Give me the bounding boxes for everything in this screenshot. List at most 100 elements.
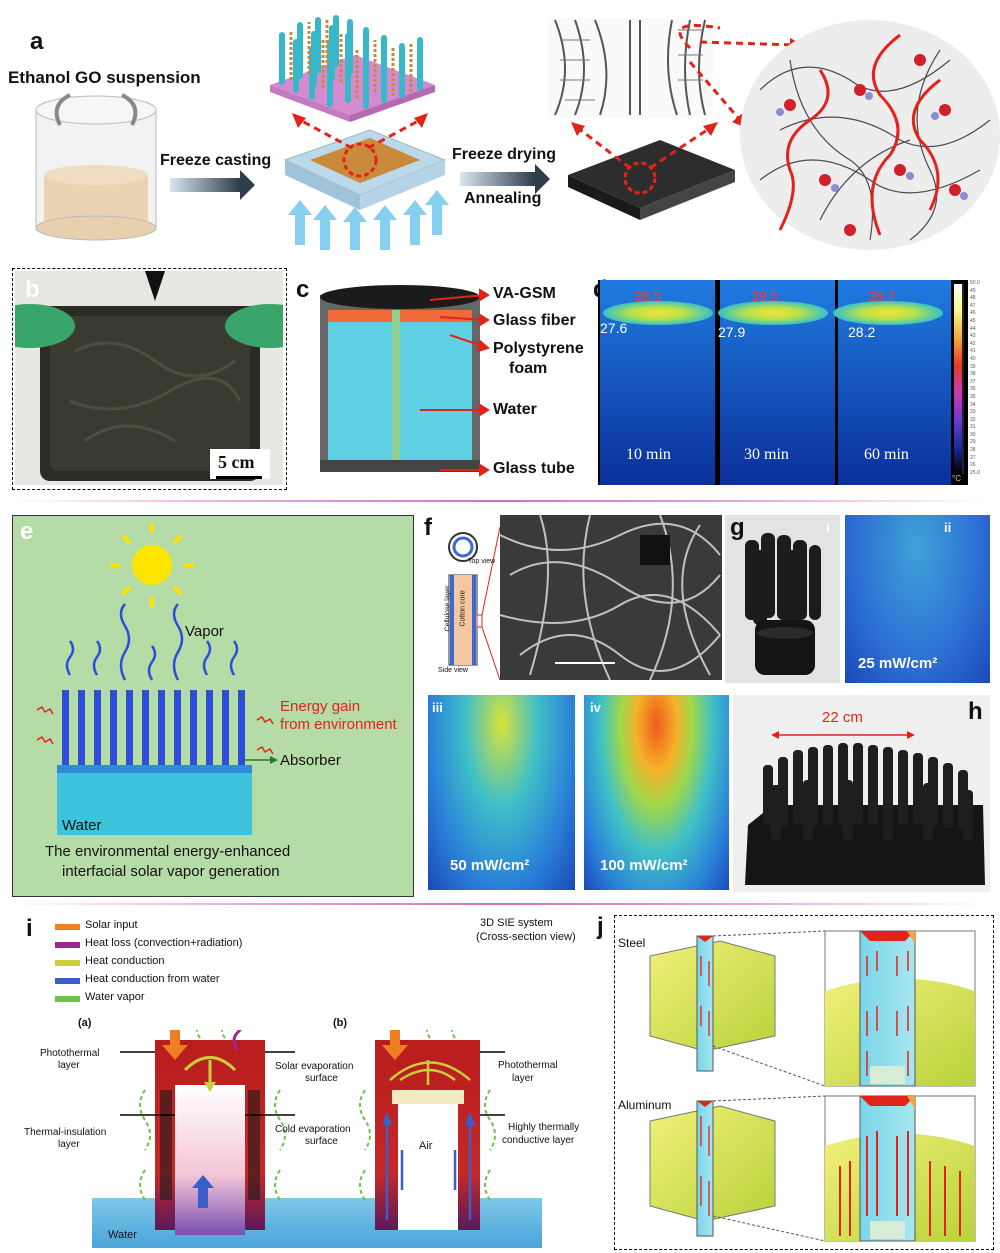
sie-title-1: 3D SIE system <box>480 917 553 929</box>
scale-tick: 42 <box>970 340 976 347</box>
scale-tick: 29 <box>970 439 976 446</box>
divider-1 <box>10 500 990 502</box>
arrow-2 <box>460 172 535 186</box>
panel-b-frame <box>12 268 287 490</box>
freeze-casting-label: Freeze casting <box>160 152 272 169</box>
cold-evap-label-1: Cold evaporation <box>275 1124 351 1135</box>
photothermal-label-a-2: layer <box>58 1060 80 1071</box>
vapor-label: Vapor <box>185 623 224 640</box>
temp-top-3: 39.7 <box>868 288 896 304</box>
scale-tick: 44 <box>970 325 976 332</box>
freeze-mold <box>283 129 447 210</box>
panel-f-label: f <box>424 514 432 541</box>
porous-network <box>740 20 1000 250</box>
scale-unit: °C <box>952 474 961 483</box>
layer-vagsm: VA-GSM <box>493 285 556 302</box>
sub-b: (b) <box>333 1017 348 1029</box>
legend-item: Heat conduction <box>85 955 165 967</box>
absorber-label: Absorber <box>280 752 341 769</box>
temp-top-2: 39.5 <box>751 288 779 304</box>
legend-swatch <box>55 996 80 1002</box>
insulation-label-2: layer <box>58 1139 80 1150</box>
panel-c-diagram <box>320 285 491 477</box>
scale-tick: 33 <box>970 409 976 416</box>
conductive-label-1: Highly thermally <box>508 1122 580 1133</box>
scale-tick: 31 <box>970 424 976 431</box>
photo-h <box>733 695 990 892</box>
time-2: 30 min <box>744 446 789 463</box>
panel-b-label: b <box>25 276 40 303</box>
thermal-giii <box>428 695 575 890</box>
time-1: 10 min <box>626 446 671 463</box>
air-label: Air <box>419 1140 433 1152</box>
aluminum-label: Aluminum <box>618 1098 672 1112</box>
scale-tick: 28 <box>970 447 976 454</box>
scale-tick-list: 50.0 49 48 47 46 45 44 43 42 41 40 39 38… <box>970 280 980 477</box>
time-3: 60 min <box>864 446 909 463</box>
water-label: Water <box>62 817 102 834</box>
legend-item: Heat conduction from water <box>85 973 220 985</box>
scale-tick: 48 <box>970 295 976 302</box>
caption-line-2: interfacial solar vapor generation <box>62 863 280 880</box>
legend-swatch <box>55 924 80 930</box>
scale-tick: 34 <box>970 401 976 408</box>
photothermal-label-a-1: Photothermal <box>40 1048 100 1059</box>
thermal-images: 38.5 27.6 10 min 39.5 27.9 30 min 39.7 2… <box>598 280 968 485</box>
panel-g-label: g <box>730 514 745 541</box>
top-view-label: Top view <box>468 558 496 565</box>
sie-title-2: (Cross-section view) <box>476 931 576 943</box>
scale-ticks: 50.0 49 48 47 46 45 44 43 42 41 40 39 38… <box>970 280 1000 480</box>
legend-swatch <box>55 942 80 948</box>
sun-icon <box>110 523 194 607</box>
layer-polystyrene: Polystyrene <box>493 340 584 357</box>
temp-side-2: 27.9 <box>718 324 746 340</box>
scale-tick: 36 <box>970 386 976 393</box>
scale-tick: 50.0 <box>970 280 980 286</box>
legend-swatch <box>55 960 80 966</box>
graphene-monolith <box>568 140 735 220</box>
layer-glass-fiber: Glass fiber <box>493 312 576 329</box>
aligned-sheets <box>548 18 713 118</box>
scale-tick: 25.0 <box>970 469 980 476</box>
panel-a-label: a <box>30 28 44 55</box>
solar-evap-label-1: Solar evaporation <box>275 1061 354 1072</box>
fiber-schematic <box>448 526 500 681</box>
divider-2 <box>10 903 990 905</box>
cold-evap-label-2: surface <box>305 1136 338 1147</box>
scale-tick: 27 <box>970 454 976 461</box>
scale-tick: 30 <box>970 431 976 438</box>
temp-side-1: 27.6 <box>600 320 628 336</box>
panel-i-diagram <box>92 1030 542 1248</box>
beaker <box>35 93 157 241</box>
thermal-giv <box>584 695 729 890</box>
power-100: 100 mW/cm² <box>600 857 688 874</box>
scale-tick: 46 <box>970 310 976 317</box>
sub-a: (a) <box>78 1017 92 1029</box>
scale-tick: 32 <box>970 416 976 423</box>
sub-iii: iii <box>432 700 443 715</box>
layer-water: Water <box>493 401 537 418</box>
scale-tick: 37 <box>970 378 976 385</box>
layer-foam: foam <box>509 360 548 377</box>
legend-item: Heat loss (convection+radiation) <box>85 937 243 949</box>
water-label-i: Water <box>108 1229 137 1241</box>
sub-ii: ii <box>944 520 952 535</box>
temperature-scale <box>954 284 962 474</box>
energy-gain-label-1: Energy gain <box>280 698 361 715</box>
caption-line-1: The environmental energy-enhanced <box>45 843 291 860</box>
temp-top-1: 38.5 <box>634 288 662 304</box>
sem-image <box>500 515 722 680</box>
scale-tick: 41 <box>970 348 976 355</box>
suspension-label: Ethanol GO suspension <box>8 68 201 87</box>
solar-evap-label-2: surface <box>305 1073 338 1084</box>
lamellae-structure <box>270 15 435 122</box>
panel-i-label: i <box>26 915 33 942</box>
panel-j-frame <box>614 915 994 1250</box>
scale-tick: 39 <box>970 363 976 370</box>
panel-e-label: e <box>20 518 34 545</box>
panel-c-label: c <box>296 276 310 303</box>
photothermal-label-b-1: Photothermal <box>498 1060 558 1071</box>
freeze-drying-label: Freeze drying <box>452 146 557 163</box>
scale-tick: 40 <box>970 355 976 362</box>
legend-swatch <box>55 978 80 984</box>
